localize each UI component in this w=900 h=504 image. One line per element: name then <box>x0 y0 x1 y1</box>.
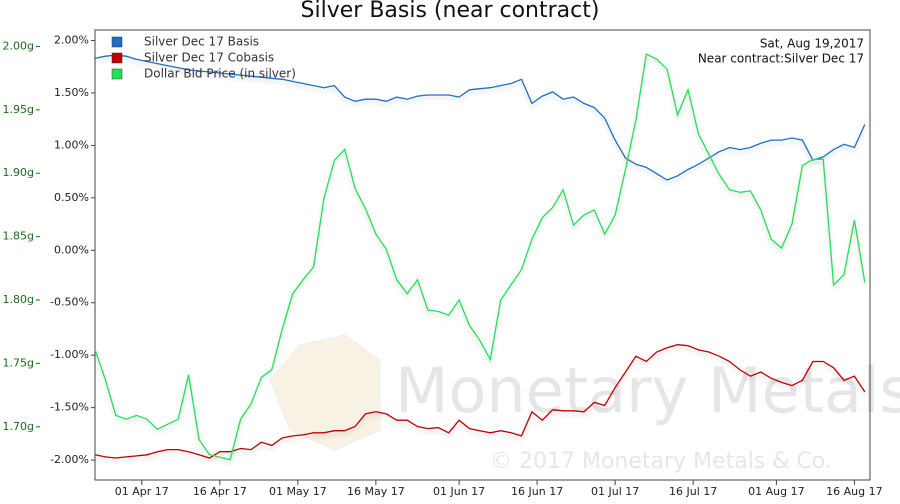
x-tick-label: 01 Jun 17 <box>433 485 485 498</box>
watermark-text: Monetary Metals <box>395 354 900 427</box>
legend-swatch <box>111 36 123 48</box>
series-line <box>94 54 866 181</box>
legend-label: Silver Dec 17 Cobasis <box>144 51 274 65</box>
x-tick-label: 16 May 17 <box>347 485 405 498</box>
annotation: Near contract:Silver Dec 17 <box>698 52 864 66</box>
chart-title: Silver Basis (near contract) <box>301 0 600 23</box>
y-tick-label: -1.00% <box>50 348 89 361</box>
y2-tick-label: 1.85g <box>3 230 34 243</box>
y-tick-label: 1.00% <box>54 138 89 151</box>
x-tick-label: 16 Jul 17 <box>669 485 717 498</box>
y-tick-label: -0.50% <box>50 296 89 309</box>
y-tick-label: 2.00% <box>54 33 89 46</box>
legend-label: Dollar Bid Price (in silver) <box>144 67 296 81</box>
x-tick-label: 01 May 17 <box>269 485 327 498</box>
series-line <box>94 53 866 461</box>
watermark-logo <box>269 334 381 451</box>
y2-tick-label: 1.80g <box>3 293 34 306</box>
y-tick-label: 1.50% <box>54 86 89 99</box>
series-line <box>94 344 866 459</box>
x-tick-label: 01 Jul 17 <box>591 485 639 498</box>
y2-tick-label: 1.75g <box>3 356 34 369</box>
legend-swatch <box>111 68 123 80</box>
y-tick-label: 0.00% <box>54 243 89 256</box>
x-tick-label: 01 Aug 17 <box>748 485 804 498</box>
y-tick-label: -2.00% <box>50 453 89 466</box>
legend-label: Silver Dec 17 Basis <box>144 35 259 49</box>
watermark-copyright: © 2017 Monetary Metals & Co. <box>490 449 832 474</box>
y2-tick-label: 1.90g <box>3 166 34 179</box>
x-tick-label: 01 Apr 17 <box>115 485 169 498</box>
y-tick-label: -1.50% <box>50 401 89 414</box>
y2-tick-label: 2.00g <box>3 39 34 52</box>
x-tick-label: 16 Apr 17 <box>193 485 247 498</box>
annotation: Sat, Aug 19,2017 <box>760 37 864 51</box>
legend-swatch <box>111 52 123 64</box>
y-tick-label: 0.50% <box>54 191 89 204</box>
plot-frame <box>94 29 871 481</box>
x-tick-label: 16 Jun 17 <box>511 485 563 498</box>
y2-tick-label: 1.70g <box>3 420 34 433</box>
x-tick-label: 16 Aug 17 <box>826 485 882 498</box>
legend: Silver Dec 17 Basis Silver Dec 17 Cobasis… <box>111 35 296 81</box>
watermark: Monetary Metals © 2017 Monetary Metals &… <box>269 334 900 474</box>
y2-tick-label: 1.95g <box>3 103 34 116</box>
